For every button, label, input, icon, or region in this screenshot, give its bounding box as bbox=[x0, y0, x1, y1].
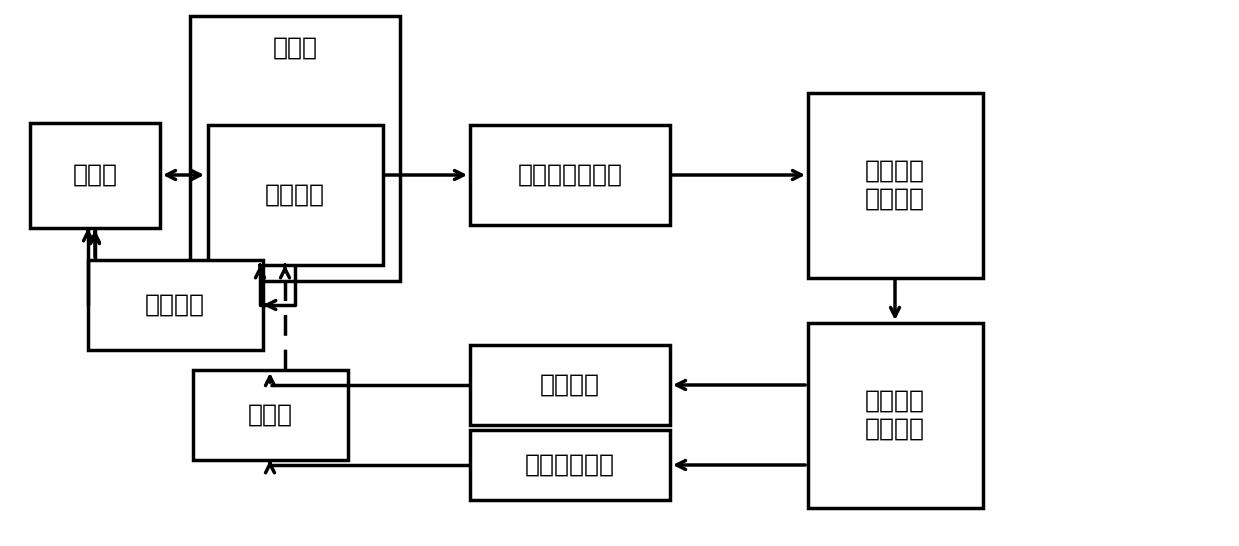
Bar bbox=[88, 260, 263, 350]
Bar bbox=[190, 15, 400, 281]
Text: 敏感位置
分析模块: 敏感位置 分析模块 bbox=[865, 159, 926, 211]
Bar bbox=[470, 430, 670, 500]
Text: 能量参数
控制模块: 能量参数 控制模块 bbox=[865, 389, 926, 441]
Text: 干扰源: 干扰源 bbox=[248, 403, 292, 427]
Bar bbox=[808, 92, 983, 277]
Text: 上位机: 上位机 bbox=[73, 163, 118, 187]
Bar bbox=[470, 345, 670, 425]
Text: 待测芯片: 待测芯片 bbox=[265, 183, 325, 207]
Text: 能量调节模块: 能量调节模块 bbox=[525, 453, 615, 477]
Text: 触发模块: 触发模块 bbox=[540, 373, 600, 397]
Text: 移动台: 移动台 bbox=[273, 35, 317, 60]
Text: 通信模块: 通信模块 bbox=[145, 293, 204, 317]
Bar bbox=[30, 122, 160, 228]
Bar bbox=[207, 125, 383, 265]
Bar bbox=[470, 125, 670, 225]
Bar bbox=[808, 323, 983, 507]
Text: 漏电流采集模块: 漏电流采集模块 bbox=[518, 163, 622, 187]
Bar bbox=[192, 370, 347, 460]
